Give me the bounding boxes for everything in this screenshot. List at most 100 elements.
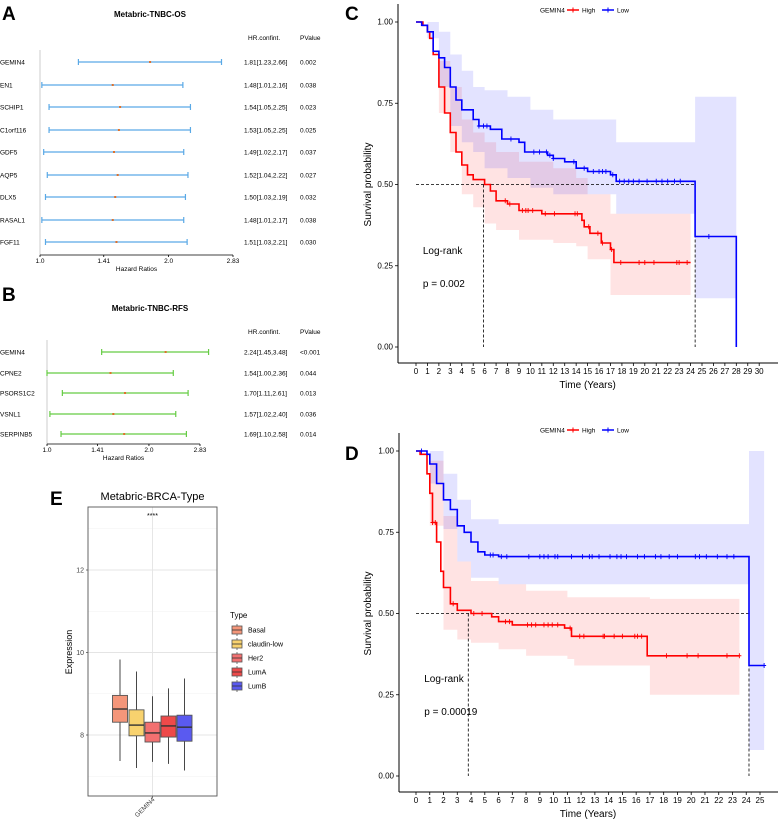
censor-mark [541,554,546,560]
censor-mark [693,554,698,560]
censor-mark [503,198,508,204]
censor-mark [543,211,548,217]
pvalue: 0.014 [300,432,317,439]
x-tick-label: 1.41 [97,258,110,265]
forest-title: Metabric-TNBC-RFS [112,304,189,313]
pvalue: 0.038 [300,83,317,90]
legend-item-her2: Her2 [231,652,263,664]
y-tick-label: 0.50 [378,609,394,618]
censor-mark [724,554,729,560]
pvalue: 0.030 [300,240,317,247]
censor-mark [541,622,546,628]
gene-label: SERPINB5 [0,432,33,439]
y-tick-label: 8 [80,733,84,740]
gene-label: AQP5 [0,173,18,180]
x-tick-label: 2.0 [144,447,153,454]
panel-label-d: D [345,444,359,465]
censor-mark [706,234,711,239]
pvalue: 0.027 [300,173,317,180]
x-tick-label: 8 [505,367,510,376]
censor-mark [617,178,622,184]
x-tick-label: 24 [742,796,751,805]
hr-point [111,219,114,221]
x-tick-label: 12 [549,367,558,376]
x-tick-label: 6 [496,796,501,805]
y-tick-label: 0.75 [378,528,394,537]
x-tick-label: 9 [538,796,543,805]
hr-confint-value: 1.54[1.05,2.25] [244,105,288,112]
forest-row: SERPINB5 1.69[1.10,2.58] 0.014 [0,431,317,439]
iqr-box [128,709,145,737]
x-tick-label: 21 [652,367,661,376]
x-tick-label: 25 [756,796,765,805]
censor-mark [555,622,560,628]
censor-mark [546,554,551,560]
censor-mark [571,159,576,165]
censor-mark [526,208,531,213]
censor-mark [581,633,586,639]
pvalue: 0.002 [300,60,317,67]
box-title: Metabric-BRCA-Type [101,491,205,503]
pvalue: 0.037 [300,150,317,157]
censor-mark [484,123,489,129]
logrank-label: Log-rank [424,674,464,685]
censor-mark [575,211,580,217]
censor-mark [499,554,504,560]
censor-mark [672,178,677,184]
censor-mark [664,653,669,659]
column-header-pvalue: PValue [300,35,321,42]
censor-mark [642,554,647,560]
gene-label: EN1 [0,83,13,90]
hr-confint-value: 1.69[1.10,2.58] [244,432,288,439]
hr-confint-value: 1.52[1.04,2.22] [244,173,288,180]
column-header-pvalue: PValue [300,329,321,336]
box-claudin-low [128,671,145,768]
censor-mark [614,554,619,560]
x-tick-label: 1 [428,796,433,805]
iqr-box [144,721,161,743]
censor-mark [544,149,549,155]
y-axis-label: Expression [64,630,74,675]
hr-confint-value: 1.53[1.05,2.25] [244,128,288,135]
censor-mark [651,260,656,265]
legend-label: Low [617,428,629,435]
pvalue-label: p = 0.002 [423,279,465,290]
censor-mark [678,178,683,184]
censor-mark [724,653,729,659]
hr-point [111,84,114,86]
censor-mark [537,554,542,560]
censor-mark [419,448,424,454]
x-tick-label: 16 [632,796,641,805]
legend: GEMIN4 High Low [540,427,629,435]
y-tick-label: 0.50 [377,180,393,189]
censor-mark [551,156,556,161]
censor-mark [637,178,642,184]
forest-row: GEMIN4 2.24[1.45,3.48] <0.001 [0,349,320,357]
censor-mark [480,611,485,616]
pvalue: 0.032 [300,195,317,202]
x-tick-label: 26 [709,367,718,376]
censor-mark [476,123,481,129]
censor-mark [645,178,650,184]
censor-mark [620,633,625,639]
column-header-hr: HR.confint. [248,35,280,42]
logrank-label: Log-rank [423,246,463,257]
survival-curve-low [416,450,765,667]
x-tick-label: 19 [629,367,638,376]
censor-mark [619,554,624,560]
censor-mark [507,201,512,207]
x-tick-label: 17 [606,367,615,376]
x-tick-label: 11 [538,367,547,376]
pvalue: <0.001 [300,350,320,357]
forest-row: C1orf116 1.53[1.05,2.25] 0.025 [0,127,317,135]
censor-mark [639,633,644,639]
x-tick-label: 1.41 [91,447,104,454]
x-tick-label: 21 [701,796,710,805]
x-tick-label: 7 [494,367,499,376]
forest-row: GDF5 1.49[1.02,2.17] 0.037 [0,149,317,157]
significance-label: **** [147,513,158,520]
censor-mark [610,172,615,178]
hr-confint-value: 2.24[1.45,3.48] [244,350,288,357]
